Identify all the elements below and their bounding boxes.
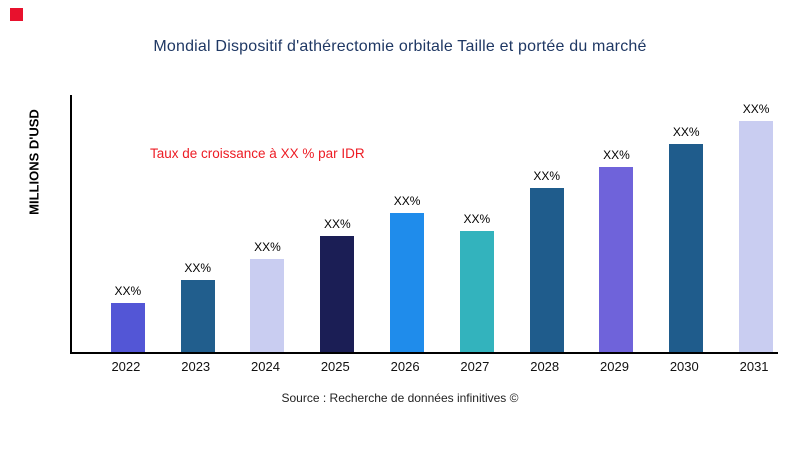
bar-value-label-2024: XX%: [254, 240, 281, 255]
bar-2029: [599, 166, 634, 352]
x-tick-2031: 2031: [739, 359, 769, 374]
bar-slot-2029: XX%: [582, 95, 652, 352]
x-tick-2024: 2024: [251, 359, 280, 374]
bar-slot-2030: XX%: [651, 95, 721, 352]
bar-2023: [180, 280, 215, 352]
x-tick-2030: 2030: [669, 359, 699, 374]
growth-annotation: Taux de croissance à XX % par IDR: [150, 146, 365, 161]
x-tick-2028: 2028: [530, 359, 560, 374]
bar-slot-2031: XX%: [721, 95, 791, 352]
bar-2028: [529, 187, 564, 352]
bar-slot-2027: XX%: [442, 95, 512, 352]
bar-value-label-2023: XX%: [184, 261, 212, 276]
bar-slot-2028: XX%: [512, 95, 582, 352]
bar-slot-2022: XX%: [93, 95, 163, 352]
bar-2024: [250, 259, 285, 352]
brand-logo-square-icon: [10, 8, 23, 21]
x-tick-2023: 2023: [181, 359, 211, 374]
bar-value-label-2022: XX%: [114, 284, 142, 299]
bar-value-label-2025: XX%: [323, 217, 351, 232]
bar-value-label-2029: XX%: [603, 147, 630, 162]
bar-2030: [669, 143, 704, 352]
bar-value-label-2026: XX%: [393, 194, 421, 209]
plot-area: XX% XX% XX% XX% XX% XX% XX% XX% XX% XX%: [70, 95, 778, 354]
bar-value-label-2027: XX%: [463, 212, 491, 227]
source-text: Source : Recherche de données infinitive…: [281, 391, 519, 405]
bar-slot-2025: XX%: [302, 95, 372, 352]
x-tick-2026: 2026: [390, 359, 420, 374]
x-tick-2025: 2025: [320, 359, 350, 374]
bar-value-label-2028: XX%: [533, 168, 561, 183]
bar-2027: [459, 231, 494, 352]
bar-2026: [390, 213, 425, 352]
bar-value-label-2031: XX%: [742, 101, 770, 116]
bar-slot-2024: XX%: [233, 95, 303, 352]
y-axis-label: MILLIONS D'USD: [26, 109, 42, 215]
bars-container: XX% XX% XX% XX% XX% XX% XX% XX% XX% XX%: [93, 95, 791, 352]
chart-title: Mondial Dispositif d'athérectomie orbita…: [153, 38, 647, 55]
x-axis: 2022 2023 2024 2025 2026 2027 2028 2029 2030 2031: [91, 359, 789, 374]
x-tick-2022: 2022: [111, 359, 141, 374]
bar-2025: [320, 236, 355, 352]
x-tick-2027: 2027: [460, 359, 490, 374]
bar-2022: [110, 303, 145, 352]
bar-2031: [739, 120, 774, 352]
bar-value-label-2030: XX%: [672, 124, 700, 139]
x-tick-2029: 2029: [600, 359, 629, 374]
bar-slot-2026: XX%: [372, 95, 442, 352]
bar-slot-2023: XX%: [163, 95, 233, 352]
